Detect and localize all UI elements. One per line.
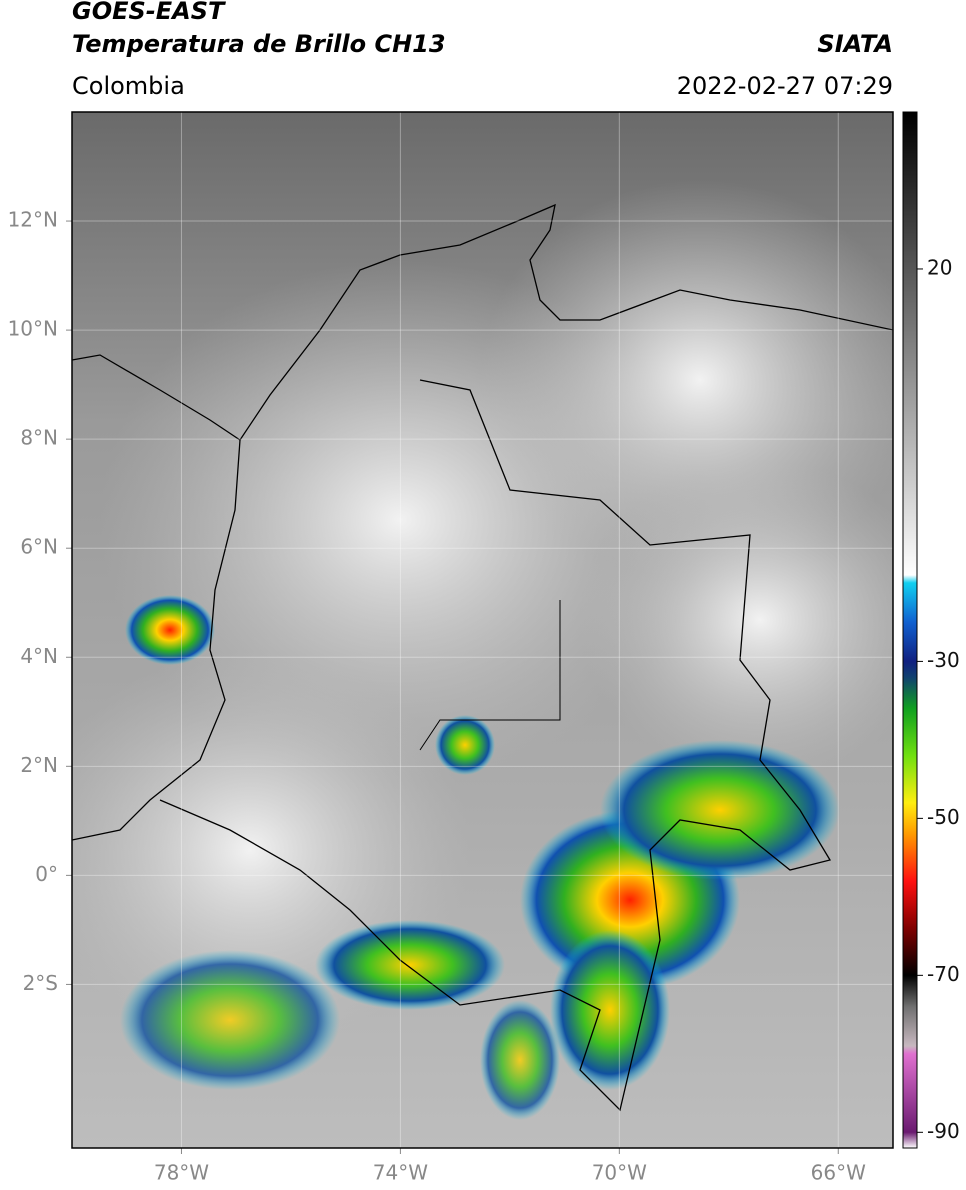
y-tick-label: 10°N [8, 317, 58, 341]
x-tick-label: 66°W [811, 1161, 866, 1185]
y-tick-label: 0° [35, 862, 58, 886]
map-frame [71, 111, 894, 1149]
colorbar-tick-label: -90 [927, 1119, 960, 1143]
y-tick-label: 2°S [23, 971, 58, 995]
region: Colombia [72, 72, 185, 100]
y-tick-label: 4°N [20, 644, 58, 668]
graticule: 78°W 74°W 70°W 66°W 12°N 10°N 8°N 6°N 4°N 2°N 0° 2°… [8, 112, 893, 1185]
colorbar-scale [902, 111, 918, 1149]
y-tick-label: 8°N [20, 426, 58, 450]
y-tick-label: 2°N [20, 753, 58, 777]
satellite: GOES-EAST [72, 0, 226, 25]
colorbar: 20 -30 -50 -70 -90 [902, 111, 960, 1149]
colorbar-tick-label: -30 [927, 648, 960, 672]
y-tick-label: 12°N [8, 208, 58, 232]
colorbar-tick-label: -70 [927, 962, 960, 986]
datetime: 2022-02-27 07:29 [677, 72, 893, 100]
y-tick-label: 6°N [20, 535, 58, 559]
product: Temperatura de Brillo CH13 [72, 30, 446, 58]
x-tick-label: 78°W [154, 1161, 209, 1185]
source: SIATA [817, 30, 893, 58]
x-tick-label: 70°W [592, 1161, 647, 1185]
x-tick-label: 74°W [373, 1161, 428, 1185]
satellite-image [72, 112, 893, 1148]
colorbar-tick-label: -50 [927, 805, 960, 829]
colorbar-tick-label: 20 [927, 255, 952, 279]
